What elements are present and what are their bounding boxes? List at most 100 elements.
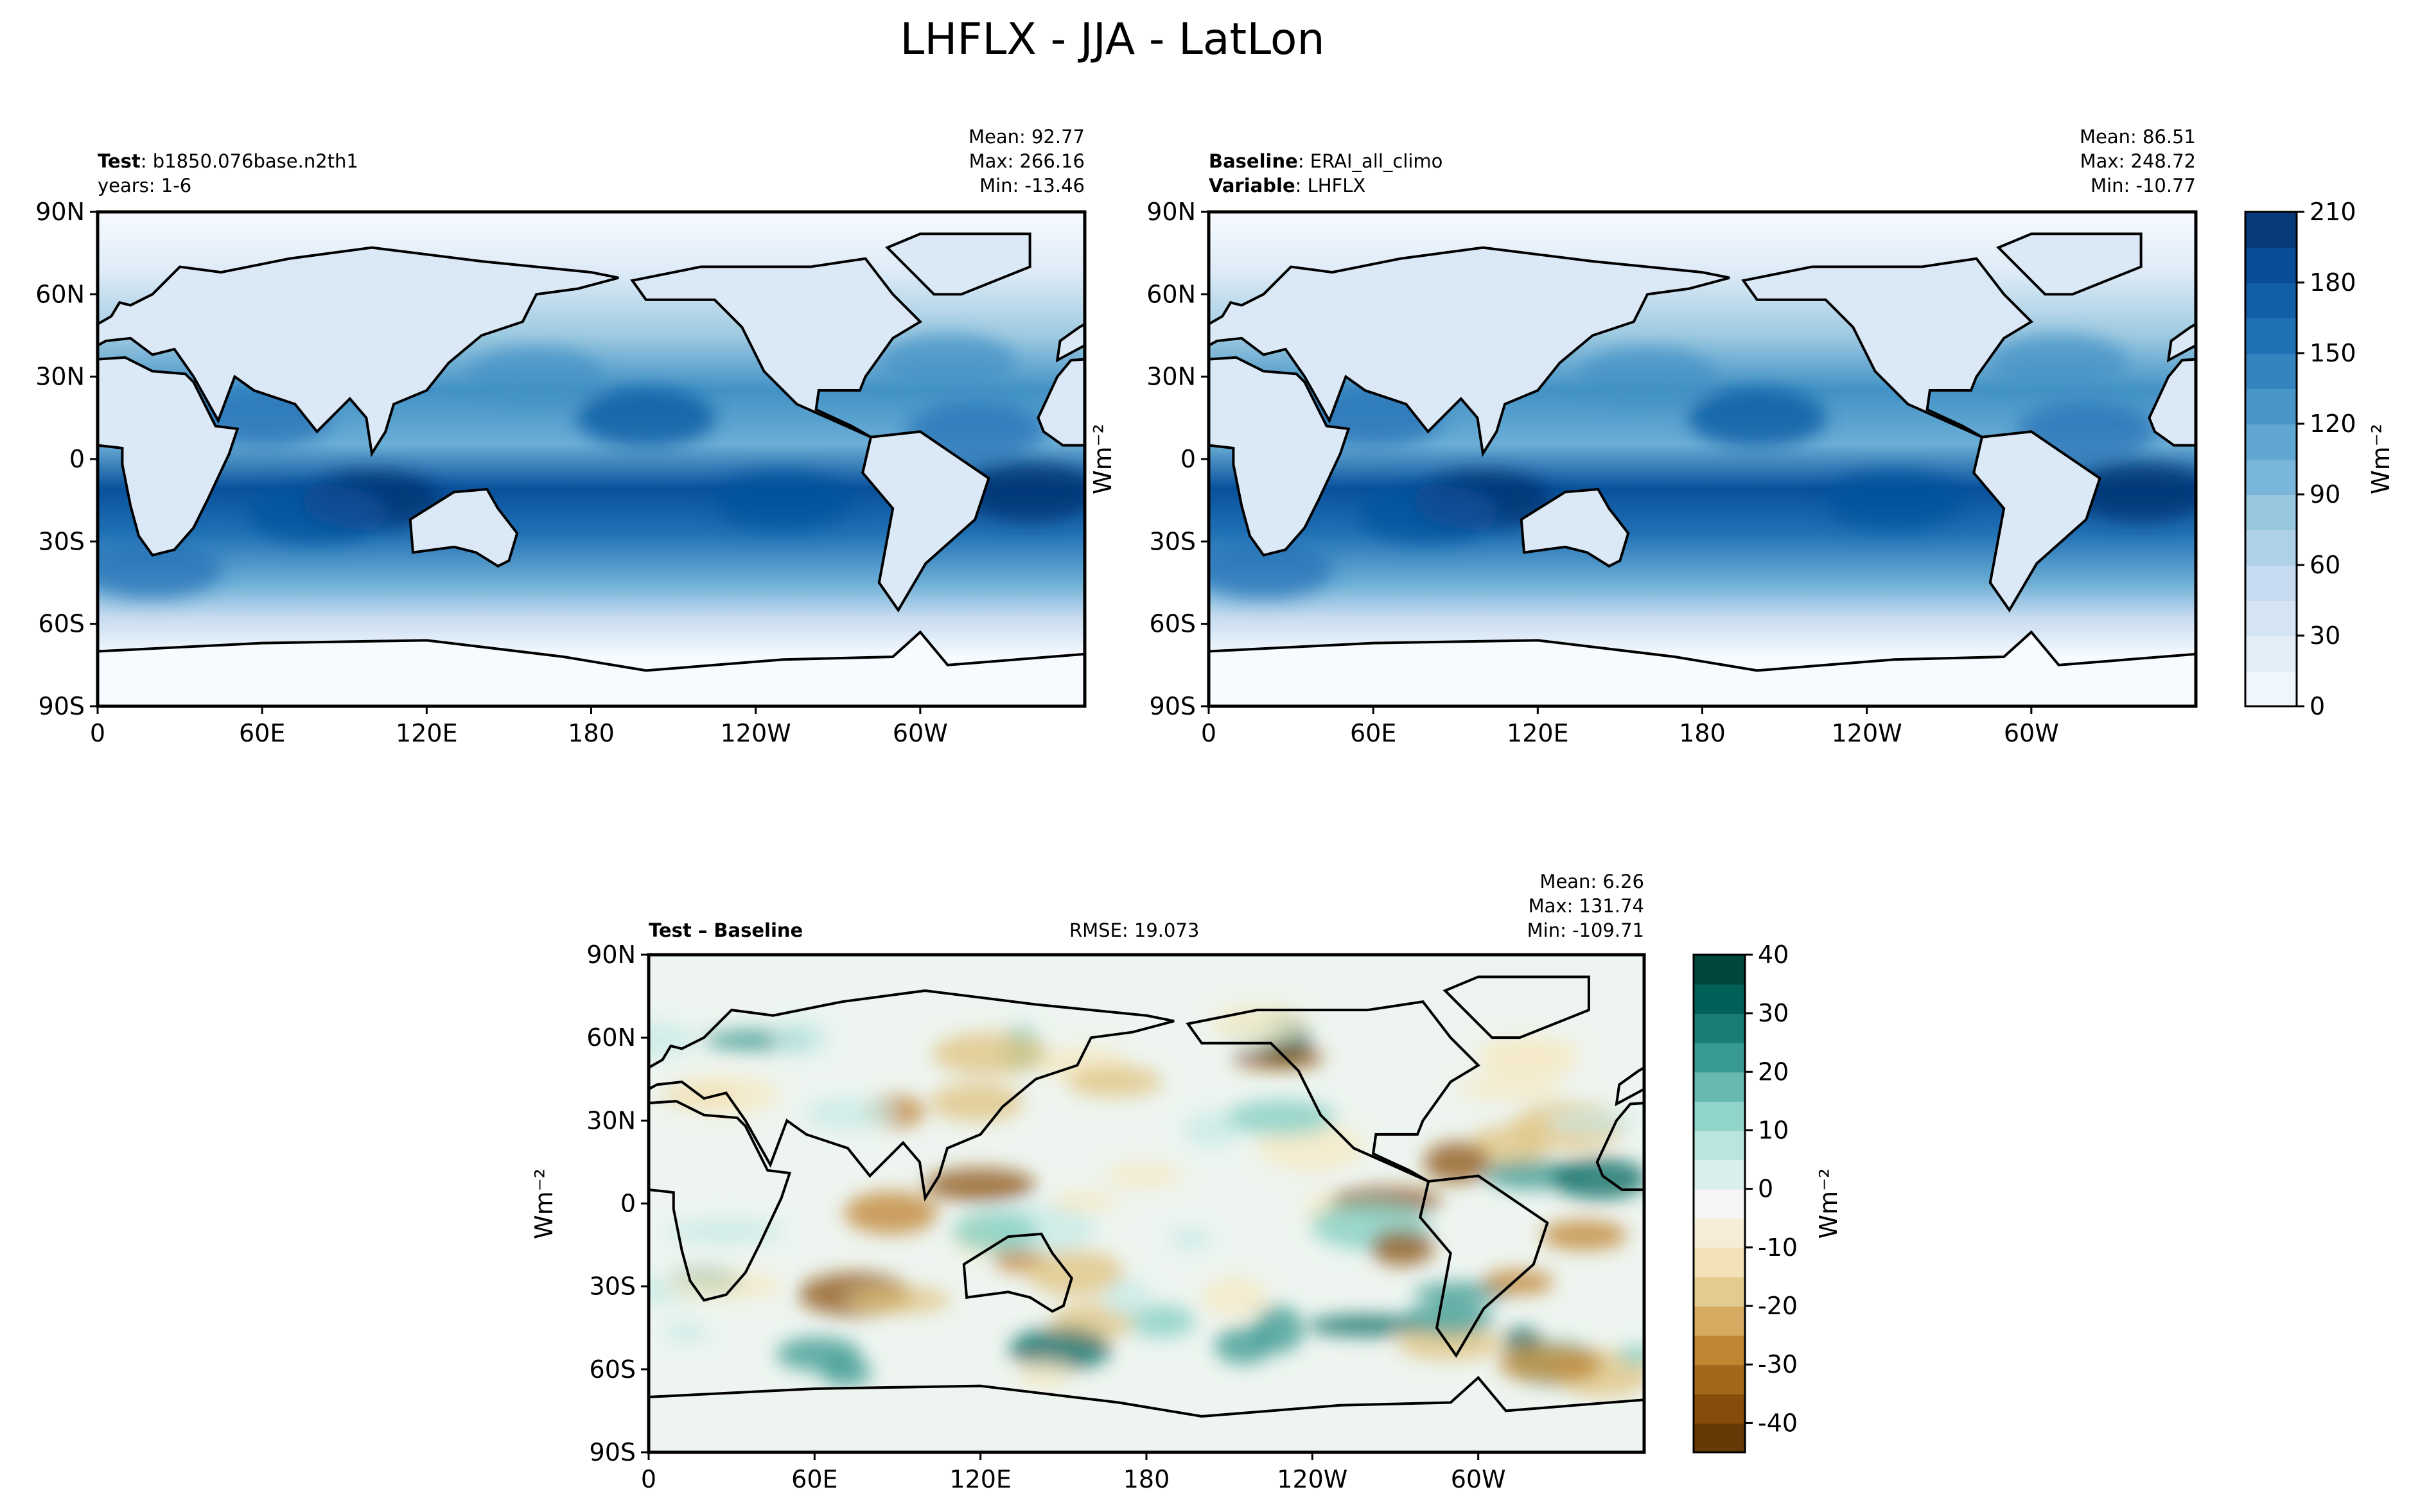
colorbar-diff: -40 -30 -20 -10 0 10 20 30 40 Wm⁻² [1692,941,1843,1454]
x-tick-label: 120W [1277,1465,1347,1493]
colorbar-label: Wm⁻² [2367,424,2395,494]
baseline-min: Min: -10.77 [2091,175,2196,196]
x-tick-label: 60W [2004,719,2059,747]
test-case-name: : b1850.076base.n2th1 [140,150,358,172]
coastline-greenland [1996,232,2143,296]
colorbar-bin [2245,459,2297,495]
colorbar-tick-label: -10 [1758,1233,1798,1262]
x-tick-label: 60W [1451,1465,1506,1493]
test-header: Test: b1850.076base.n2th1 years: 1-6 [98,149,358,198]
field-blob [1457,1075,1565,1101]
field-blob [1066,1066,1162,1098]
variable-name: : LHFLX [1295,175,1366,196]
field-blob [1397,1328,1503,1360]
colorbar-bin [2245,424,2297,460]
field-blob [1618,1344,1644,1366]
field-blob [1825,470,1963,530]
colorbar-bin [1694,1188,1745,1219]
diff-ylabel: Wm⁻² [530,1169,558,1239]
field-blob [1226,1099,1336,1136]
x-tick-label: 120E [949,1465,1012,1493]
test-years: years: 1-6 [98,175,192,196]
coastline-australia [962,1232,1073,1313]
colorbar-bin [1694,1100,1745,1131]
baseline-field [1209,212,2196,706]
field-blob [1105,1162,1183,1188]
field-blob [924,1168,1036,1202]
colorbar-bin [1694,1247,1745,1278]
colorbar-bin [2245,318,2297,354]
field-blob [667,1271,784,1300]
baseline-max: Max: 248.72 [2080,150,2196,172]
x-tick-label: 0 [1201,719,1216,747]
x-tick-label: 60E [239,719,285,747]
field-blob [1540,1220,1627,1251]
colorbar-tick-label: 120 [2310,410,2356,438]
field-blob [1423,1142,1490,1183]
y-tick-label: 30S [590,1273,636,1301]
colorbar-bin [2245,282,2297,318]
colorbar-tick-label: 20 [1758,1057,1789,1086]
field-blob [844,1191,938,1235]
colorbar-tick-label: 0 [1758,1175,1773,1203]
colorbar-bin [1694,1160,1745,1190]
field-blob [662,1322,709,1343]
colorbar-bin [2245,247,2297,283]
y-tick-label: 90S [590,1438,636,1466]
field-blob [247,484,387,544]
baseline-header: Baseline: ERAI_all_climo Variable: LHFLX [1209,149,1442,198]
test-field [98,212,1085,706]
x-tick-label: 0 [641,1465,656,1493]
y-tick-label: 30N [35,363,85,391]
field-blob [1168,1228,1214,1250]
y-tick-label: 0 [1180,445,1196,473]
baseline-label: Baseline [1209,150,1298,172]
field-blob [1371,1230,1435,1266]
colorbar-bin [2245,388,2297,424]
y-tick-label: 30N [586,1106,636,1134]
colorbar-tick-label: 30 [1758,999,1789,1027]
colorbar-label: Wm⁻² [1814,1169,1843,1239]
coastline-antarctica [649,1375,1644,1452]
colorbar-bin [1694,1335,1745,1366]
field-blob [1482,1269,1554,1295]
colorbar-tick-label: -30 [1758,1350,1798,1378]
field-blob [1017,1362,1071,1389]
y-tick-label: 90S [1150,692,1196,720]
colorbar-bin [1694,1218,1745,1248]
field-blob [1477,1045,1579,1078]
diff-max: Max: 131.74 [1528,895,1644,917]
colorbar-tick-label: 30 [2310,621,2340,650]
y-tick-label: 60N [35,280,85,308]
colorbar-bin [2245,636,2297,672]
field-blob [1214,1327,1273,1365]
coastline-eurasia [649,989,1175,1202]
field-blob [98,539,222,599]
field-blob [820,1357,872,1387]
colorbar-tick-label: 150 [2310,339,2356,367]
y-tick-label: 60S [39,610,85,638]
field-blob [952,1210,1038,1253]
colorbar-bin [1694,1423,1745,1453]
diff-stats: Mean: 6.26 Max: 131.74 Min: -109.71 [1527,869,1644,943]
colorbar-bin [1694,1306,1745,1336]
baseline-ylabel: Wm⁻² [1089,424,1117,494]
coastline-australia [408,487,519,568]
y-tick-label: 60N [1146,280,1196,308]
x-tick-label: 120W [721,719,791,747]
field-blob [467,347,606,406]
field-blob [846,1286,951,1314]
y-tick-label: 90N [586,941,636,969]
field-blob [932,1032,1048,1076]
field-blob [577,388,715,448]
colorbar-bin [1694,1393,1745,1424]
test-stats: Mean: 92.77 Max: 266.16 Min: -13.46 [969,125,1085,198]
x-tick-label: 120E [396,719,458,747]
field-blob [1026,1250,1125,1296]
x-tick-label: 120W [1832,719,1902,747]
field-blob [878,333,1017,393]
colorbar-bin [1694,1072,1745,1102]
field-blob [1050,1190,1119,1213]
colorbar-tick-label: 0 [2310,692,2325,720]
